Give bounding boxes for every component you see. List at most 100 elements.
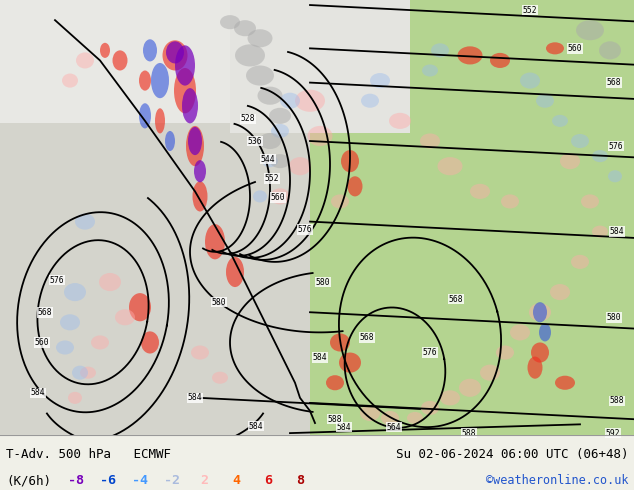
Bar bbox=[500, 0, 634, 435]
Text: 580: 580 bbox=[212, 297, 226, 307]
Text: 576: 576 bbox=[49, 275, 64, 285]
Ellipse shape bbox=[62, 74, 78, 88]
Ellipse shape bbox=[539, 323, 551, 342]
Ellipse shape bbox=[531, 343, 549, 363]
Text: 580: 580 bbox=[316, 277, 330, 287]
Text: 568: 568 bbox=[607, 78, 621, 87]
Ellipse shape bbox=[576, 20, 604, 40]
Ellipse shape bbox=[431, 43, 449, 57]
Ellipse shape bbox=[75, 214, 95, 230]
Ellipse shape bbox=[571, 255, 589, 269]
Text: 568: 568 bbox=[449, 294, 463, 304]
Ellipse shape bbox=[151, 63, 169, 98]
Ellipse shape bbox=[257, 87, 283, 105]
Ellipse shape bbox=[496, 345, 514, 360]
Text: 8: 8 bbox=[296, 474, 304, 487]
Ellipse shape bbox=[280, 93, 300, 109]
Ellipse shape bbox=[295, 90, 325, 112]
Ellipse shape bbox=[143, 39, 157, 61]
Ellipse shape bbox=[307, 126, 332, 146]
Text: -8: -8 bbox=[68, 474, 84, 487]
Ellipse shape bbox=[235, 44, 265, 67]
Ellipse shape bbox=[370, 73, 390, 88]
Text: 536: 536 bbox=[248, 137, 262, 146]
Text: 568: 568 bbox=[359, 333, 374, 342]
Ellipse shape bbox=[389, 113, 411, 129]
Text: ©weatheronline.co.uk: ©weatheronline.co.uk bbox=[486, 474, 628, 487]
Bar bbox=[230, 0, 410, 133]
Text: 588: 588 bbox=[462, 429, 476, 438]
Ellipse shape bbox=[270, 154, 290, 168]
Ellipse shape bbox=[470, 184, 490, 199]
Ellipse shape bbox=[141, 331, 159, 354]
Ellipse shape bbox=[552, 115, 568, 127]
Text: 584: 584 bbox=[610, 227, 624, 236]
Text: 580: 580 bbox=[607, 313, 621, 322]
Bar bbox=[0, 0, 310, 435]
Ellipse shape bbox=[270, 188, 290, 204]
Text: (K/6h): (K/6h) bbox=[6, 474, 51, 487]
Text: -6: -6 bbox=[100, 474, 116, 487]
Ellipse shape bbox=[326, 375, 344, 391]
Ellipse shape bbox=[186, 126, 204, 166]
Ellipse shape bbox=[555, 376, 575, 390]
Ellipse shape bbox=[422, 65, 438, 76]
Text: 552: 552 bbox=[522, 5, 537, 15]
Ellipse shape bbox=[193, 181, 207, 212]
Text: 560: 560 bbox=[35, 338, 49, 347]
Ellipse shape bbox=[175, 46, 195, 86]
Text: 552: 552 bbox=[264, 174, 280, 183]
Ellipse shape bbox=[80, 367, 96, 379]
Ellipse shape bbox=[581, 195, 599, 209]
Ellipse shape bbox=[182, 88, 198, 123]
Text: 584: 584 bbox=[188, 393, 202, 402]
Ellipse shape bbox=[520, 73, 540, 89]
Ellipse shape bbox=[440, 391, 460, 405]
Ellipse shape bbox=[599, 41, 621, 59]
Text: 564: 564 bbox=[387, 422, 401, 432]
Ellipse shape bbox=[271, 124, 289, 138]
Ellipse shape bbox=[490, 53, 510, 68]
Ellipse shape bbox=[608, 170, 622, 182]
Ellipse shape bbox=[527, 357, 543, 379]
Text: 528: 528 bbox=[241, 114, 256, 123]
Text: Su 02-06-2024 06:00 UTC (06+48): Su 02-06-2024 06:00 UTC (06+48) bbox=[396, 448, 628, 461]
Ellipse shape bbox=[139, 103, 151, 128]
Text: 568: 568 bbox=[37, 308, 53, 317]
Ellipse shape bbox=[234, 20, 256, 36]
Bar bbox=[0, 0, 320, 123]
Ellipse shape bbox=[112, 50, 127, 71]
Text: 588: 588 bbox=[328, 415, 342, 423]
Ellipse shape bbox=[341, 150, 359, 172]
Ellipse shape bbox=[247, 29, 273, 48]
Ellipse shape bbox=[347, 176, 363, 196]
Text: 584: 584 bbox=[30, 388, 45, 397]
Ellipse shape bbox=[421, 401, 439, 415]
Text: -2: -2 bbox=[164, 474, 180, 487]
Ellipse shape bbox=[571, 134, 589, 148]
Ellipse shape bbox=[100, 43, 110, 58]
Text: 584: 584 bbox=[337, 422, 351, 432]
Ellipse shape bbox=[162, 40, 188, 71]
Bar bbox=[310, 0, 634, 435]
Ellipse shape bbox=[139, 71, 151, 91]
Ellipse shape bbox=[174, 68, 196, 113]
Text: 560: 560 bbox=[567, 44, 582, 53]
Ellipse shape bbox=[165, 131, 175, 151]
Ellipse shape bbox=[99, 273, 121, 291]
Ellipse shape bbox=[68, 392, 82, 404]
Text: 584: 584 bbox=[249, 421, 263, 431]
Ellipse shape bbox=[407, 412, 423, 424]
Ellipse shape bbox=[166, 41, 184, 64]
Text: 584: 584 bbox=[313, 353, 327, 362]
Text: 588: 588 bbox=[610, 396, 624, 405]
Ellipse shape bbox=[91, 335, 109, 349]
Text: 576: 576 bbox=[609, 142, 623, 150]
Ellipse shape bbox=[592, 150, 608, 162]
Ellipse shape bbox=[480, 365, 500, 381]
Ellipse shape bbox=[546, 42, 564, 54]
Text: -4: -4 bbox=[132, 474, 148, 487]
Ellipse shape bbox=[76, 52, 94, 69]
Ellipse shape bbox=[60, 314, 80, 330]
Text: 576: 576 bbox=[423, 348, 437, 357]
